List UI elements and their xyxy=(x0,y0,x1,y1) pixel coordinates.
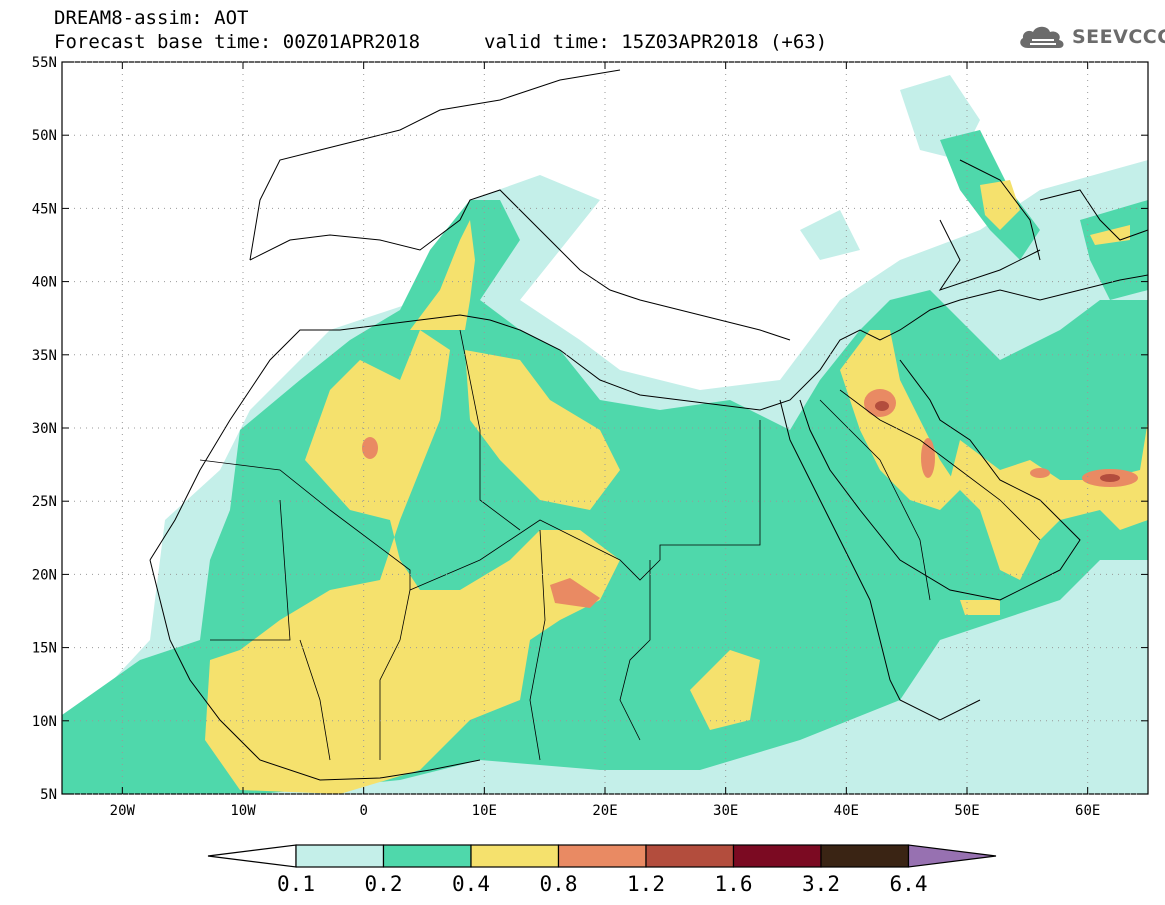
lon-tick-label: 60E xyxy=(1075,803,1100,819)
colorbar-bin xyxy=(470,844,560,868)
forecast-base-time: Forecast base time: 00Z01APR2018 xyxy=(54,31,421,53)
colorbar-label: 0.2 xyxy=(365,872,403,896)
colorbar-bin xyxy=(295,844,385,868)
lat-tick-label: 30N xyxy=(32,421,57,437)
lat-tick-label: 50N xyxy=(32,128,57,144)
aot-band-1.2 xyxy=(875,401,1120,482)
lat-tick-label: 35N xyxy=(32,348,57,364)
lon-tick-label: 20W xyxy=(110,803,136,819)
country-borders xyxy=(199,329,1041,761)
lon-tick-label: 30E xyxy=(713,803,738,819)
map-title: DREAM8-assim: AOT xyxy=(54,7,249,29)
lat-tick-label: 45N xyxy=(32,201,57,217)
valid-time: valid time: 15Z03APR2018 (+63) xyxy=(484,31,828,53)
colorbar-label: 0.4 xyxy=(452,872,490,896)
colorbar: 0.1 0.2 0.4 0.8 1.2 1.6 3.2 6.4 xyxy=(207,844,997,896)
colorbar-label: 1.2 xyxy=(627,872,665,896)
lon-tick-label: 20E xyxy=(592,803,617,819)
colorbar-bin xyxy=(820,844,910,868)
colorbar-over-arrow xyxy=(907,844,997,868)
lat-tick-label: 40N xyxy=(32,275,57,291)
seevccc-logo: SEEVCCC xyxy=(1016,22,1165,52)
aot-field xyxy=(62,75,1148,794)
colorbar-label: 0.8 xyxy=(540,872,578,896)
colorbar-label: 6.4 xyxy=(890,872,928,896)
colorbar-label: 3.2 xyxy=(802,872,840,896)
lon-tick-label: 50E xyxy=(954,803,979,819)
lat-tick-label: 25N xyxy=(32,494,57,510)
cloud-icon xyxy=(1020,26,1064,48)
lat-tick-label: 15N xyxy=(32,641,57,657)
lon-tick-label: 40E xyxy=(834,803,859,819)
longitude-axis: 20W 10W 0 10E 20E 30E 40E 50E 60E xyxy=(110,62,1100,819)
colorbar-label: 1.6 xyxy=(715,872,753,896)
lat-tick-label: 20N xyxy=(32,567,57,583)
colorbar-bin xyxy=(557,844,647,868)
colorbar-bin xyxy=(645,844,735,868)
colorbar-under-arrow xyxy=(207,844,297,868)
colorbar-bin xyxy=(732,844,822,868)
lon-tick-label: 10W xyxy=(230,803,256,819)
logo-text: SEEVCCC xyxy=(1072,26,1165,48)
colorbar-label: 0.1 xyxy=(277,872,315,896)
latitude-axis: 55N 50N 45N 40N 35N 30N 25N 20N 15N 10N 5N xyxy=(32,55,1148,803)
colorbar-bin xyxy=(382,844,472,868)
lon-tick-label: 10E xyxy=(472,803,497,819)
lat-tick-label: 10N xyxy=(32,714,57,730)
lon-tick-label: 0 xyxy=(359,803,367,819)
lat-tick-label: 5N xyxy=(40,787,57,803)
lat-tick-label: 55N xyxy=(32,55,57,71)
